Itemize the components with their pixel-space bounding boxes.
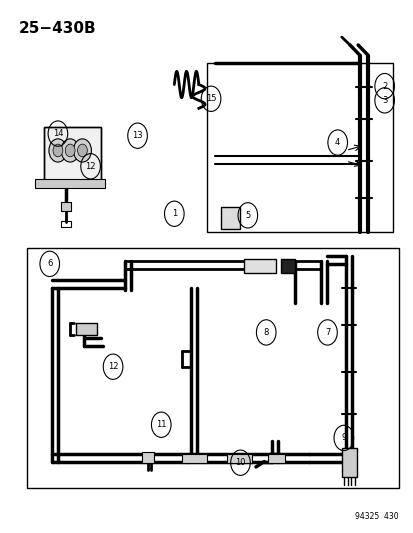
- Bar: [268, 454, 284, 463]
- Bar: [61, 221, 71, 227]
- Bar: [221, 207, 239, 229]
- Bar: [243, 259, 276, 273]
- Text: 8: 8: [263, 328, 268, 337]
- Text: 15: 15: [205, 94, 216, 103]
- Circle shape: [61, 139, 79, 162]
- Text: 1: 1: [171, 209, 176, 218]
- Text: 3: 3: [381, 96, 387, 105]
- Text: 94325  430: 94325 430: [354, 512, 398, 521]
- Bar: [341, 448, 356, 478]
- Bar: [141, 451, 154, 463]
- Bar: [61, 201, 71, 211]
- Text: 25−430B: 25−430B: [19, 21, 97, 36]
- Bar: [182, 454, 206, 463]
- Circle shape: [77, 144, 87, 157]
- Bar: [27, 248, 398, 488]
- Text: 9: 9: [340, 433, 346, 442]
- Bar: [43, 127, 100, 185]
- Text: 2: 2: [381, 82, 387, 91]
- Circle shape: [53, 144, 63, 157]
- Bar: [43, 127, 100, 185]
- Bar: [280, 259, 294, 273]
- Bar: [206, 63, 392, 232]
- Bar: [227, 454, 252, 463]
- Text: 14: 14: [52, 129, 63, 138]
- Text: 12: 12: [85, 162, 96, 171]
- Bar: [76, 324, 97, 335]
- Text: 5: 5: [244, 211, 250, 220]
- Text: 12: 12: [107, 362, 118, 371]
- Text: 13: 13: [132, 131, 142, 140]
- Circle shape: [65, 144, 75, 157]
- Bar: [36, 179, 104, 189]
- Circle shape: [49, 139, 67, 162]
- Text: 6: 6: [47, 260, 52, 268]
- Text: 10: 10: [235, 458, 245, 467]
- Text: 7: 7: [324, 328, 330, 337]
- Text: 4: 4: [334, 138, 339, 147]
- Circle shape: [73, 139, 91, 162]
- Text: 11: 11: [156, 420, 166, 429]
